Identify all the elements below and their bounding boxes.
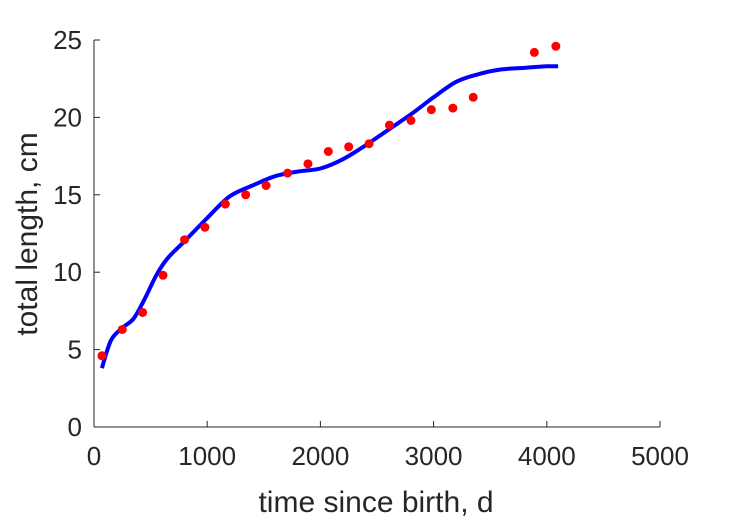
x-tick-label: 2000 [291, 441, 349, 471]
y-tick-label: 0 [68, 412, 82, 442]
data-point [117, 324, 127, 334]
data-point [448, 103, 458, 113]
data-point [138, 307, 148, 317]
data-point [303, 159, 313, 169]
y-tick-label: 20 [53, 102, 82, 132]
x-axis-label: time since birth, d [258, 486, 493, 519]
data-point [220, 199, 230, 209]
y-tick-label: 5 [68, 335, 82, 365]
x-tick-label: 5000 [631, 441, 689, 471]
data-point [180, 235, 190, 245]
data-point [551, 41, 561, 51]
data-point [283, 168, 293, 178]
fit-line [99, 64, 559, 369]
y-tick-label: 15 [53, 180, 82, 210]
data-point [364, 139, 374, 149]
y-axis-label: total length, cm [11, 132, 44, 335]
data-point [158, 270, 168, 280]
data-point [426, 105, 436, 115]
data-point [344, 142, 354, 152]
data-point [384, 120, 394, 130]
x-tick-label: 0 [87, 441, 101, 471]
x-tick-label: 1000 [178, 441, 236, 471]
axes [93, 39, 661, 428]
data-point [529, 47, 539, 57]
data-point [323, 146, 333, 156]
data-point [468, 92, 478, 102]
x-tick-label: 3000 [405, 441, 463, 471]
data-point [97, 351, 107, 361]
plot-area [97, 41, 561, 369]
x-tick-label: 4000 [518, 441, 576, 471]
y-tick-label: 10 [53, 257, 82, 287]
data-point [261, 181, 271, 191]
tick-labels: 0 1000 2000 3000 4000 5000 0 5 10 15 20 25 [53, 25, 689, 471]
data-point [241, 190, 251, 200]
data-point [200, 222, 210, 232]
data-point [406, 115, 416, 125]
y-tick-label: 25 [53, 25, 82, 55]
